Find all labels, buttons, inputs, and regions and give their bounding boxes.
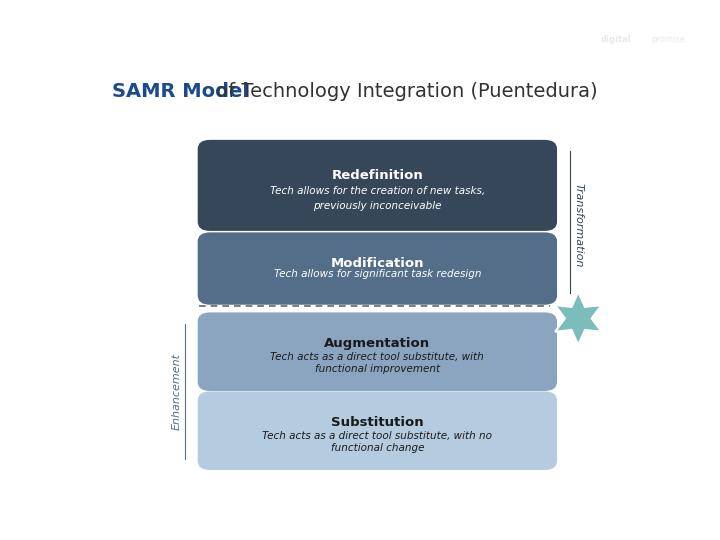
Text: Tech acts as a direct tool substitute, with no: Tech acts as a direct tool substitute, w… [262, 430, 492, 441]
Text: functional change: functional change [330, 443, 424, 453]
Text: Substitution: Substitution [331, 416, 423, 429]
Text: Augmentation: Augmentation [324, 337, 431, 350]
Polygon shape [555, 292, 601, 345]
Text: Enhancement: Enhancement [171, 353, 181, 430]
FancyBboxPatch shape [198, 232, 557, 305]
Text: Tech acts as a direct tool substitute, with: Tech acts as a direct tool substitute, w… [271, 352, 485, 361]
Text: Tech allows for significant task redesign: Tech allows for significant task redesig… [274, 269, 481, 279]
Text: functional improvement: functional improvement [315, 363, 440, 374]
FancyBboxPatch shape [198, 140, 557, 231]
Text: Tech allows for the creation of new tasks,: Tech allows for the creation of new task… [270, 186, 485, 196]
Text: digital: digital [600, 35, 631, 44]
Text: previously inconceivable: previously inconceivable [313, 201, 441, 211]
Text: Transformation: Transformation [573, 183, 583, 267]
Text: promise: promise [652, 35, 685, 44]
Text: Redefinition: Redefinition [331, 168, 423, 181]
Text: of Technology Integration (Puentedura): of Technology Integration (Puentedura) [210, 82, 598, 102]
Text: SAMR Model: SAMR Model [112, 82, 249, 102]
FancyBboxPatch shape [198, 392, 557, 470]
Text: Modification: Modification [330, 256, 424, 269]
FancyBboxPatch shape [198, 313, 557, 391]
